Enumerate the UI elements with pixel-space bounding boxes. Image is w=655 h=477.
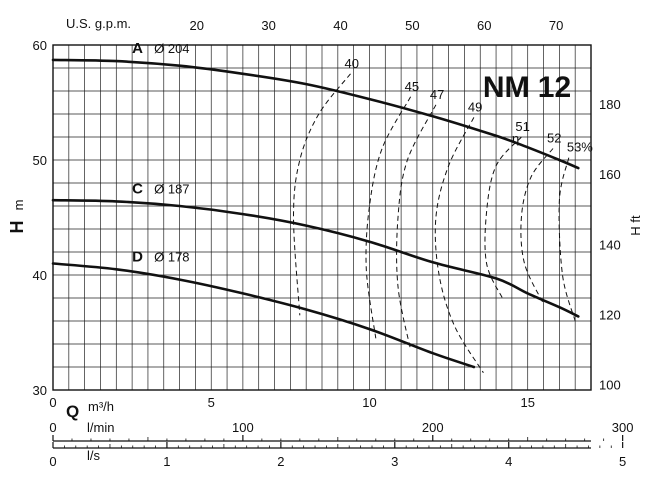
curve-D [51,262,476,369]
x-tick-label: 15 [520,395,534,410]
efficiency-curves: 40 45 47 49 51 52 53% [292,56,593,374]
curve-diameter-label: Ø 178 [154,249,189,264]
ls-axis-tick-label: 1 [163,454,170,469]
top-tick-label: 70 [549,18,563,33]
curve-name-label: C [132,180,143,197]
curve-name-label: D [132,248,143,265]
right-axis-label: H [628,226,643,235]
right-tick-label: 120 [599,307,621,322]
x-tick-label: 5 [208,395,215,410]
efficiency-label: 53% [567,140,593,155]
efficiency-curve-53 [558,157,576,322]
efficiency-label: 49 [468,99,482,114]
curve-diameter-label: Ø 187 [154,181,189,196]
lmin-axis-tick-label: 300 [612,420,634,435]
efficiency-label: 51 [515,119,529,134]
efficiency-label: 40 [344,56,358,71]
lmin-axis-tick-label: 100 [232,420,254,435]
curve-C [51,198,580,318]
plot-frame [52,44,592,391]
top-tick-label: 40 [333,18,347,33]
x-tick-label: 10 [362,395,376,410]
x-axis-unit: m³/h [88,399,114,414]
right-tick-label: 100 [599,377,621,392]
y-tick-label: 50 [33,153,47,168]
ls-axis-tick-label: 2 [277,454,284,469]
efficiency-label: 47 [430,87,444,102]
performance-curves: A Ø 204 C Ø 187 D Ø 178 [51,40,580,369]
top-tick-label: 20 [190,18,204,33]
y-tick-label: 40 [33,268,47,283]
lmin-axis-label: l/min [87,420,114,435]
y-axis-unit: m [11,200,26,211]
ls-axis-tick-label: 4 [505,454,512,469]
efficiency-curve-49 [434,117,484,374]
efficiency-label: 45 [405,79,419,94]
efficiency-curve-45 [365,96,412,339]
efficiency-label: 52 [547,131,561,146]
efficiency-curve-51 [484,136,522,299]
chart-title: NM 12 [483,71,571,104]
y-tick-label: 60 [33,38,47,53]
right-tick-label: 140 [599,237,621,252]
ls-axis-label: l/s [87,448,101,463]
right-tick-label: 160 [599,167,621,182]
eta-prefix: η [512,131,519,146]
efficiency-curve-52 [520,148,554,305]
curve-name-label: A [132,40,143,57]
x-tick-label: 0 [49,395,56,410]
lmin-axis-tick-label: 0 [49,420,56,435]
top-tick-label: 60 [477,18,491,33]
curve-diameter-label: Ø 204 [154,41,189,56]
y-axis-label: H [7,221,27,234]
efficiency-curve-47 [396,104,437,350]
right-axis-unit: ft [628,215,643,223]
curve-A [51,58,580,170]
y-tick-label: 30 [33,383,47,398]
x-axis-label: Q [66,402,79,421]
top-axis-label: U.S. g.p.m. [66,16,131,31]
ls-axis-tick-label: 3 [391,454,398,469]
top-tick-label: 50 [405,18,419,33]
ls-axis-tick-label: 0 [49,454,56,469]
efficiency-curve-40 [292,73,351,316]
ls-axis-tick-label: 5 [619,454,626,469]
lmin-axis-tick-label: 200 [422,420,444,435]
right-tick-label: 180 [599,97,621,112]
top-tick-label: 30 [261,18,275,33]
